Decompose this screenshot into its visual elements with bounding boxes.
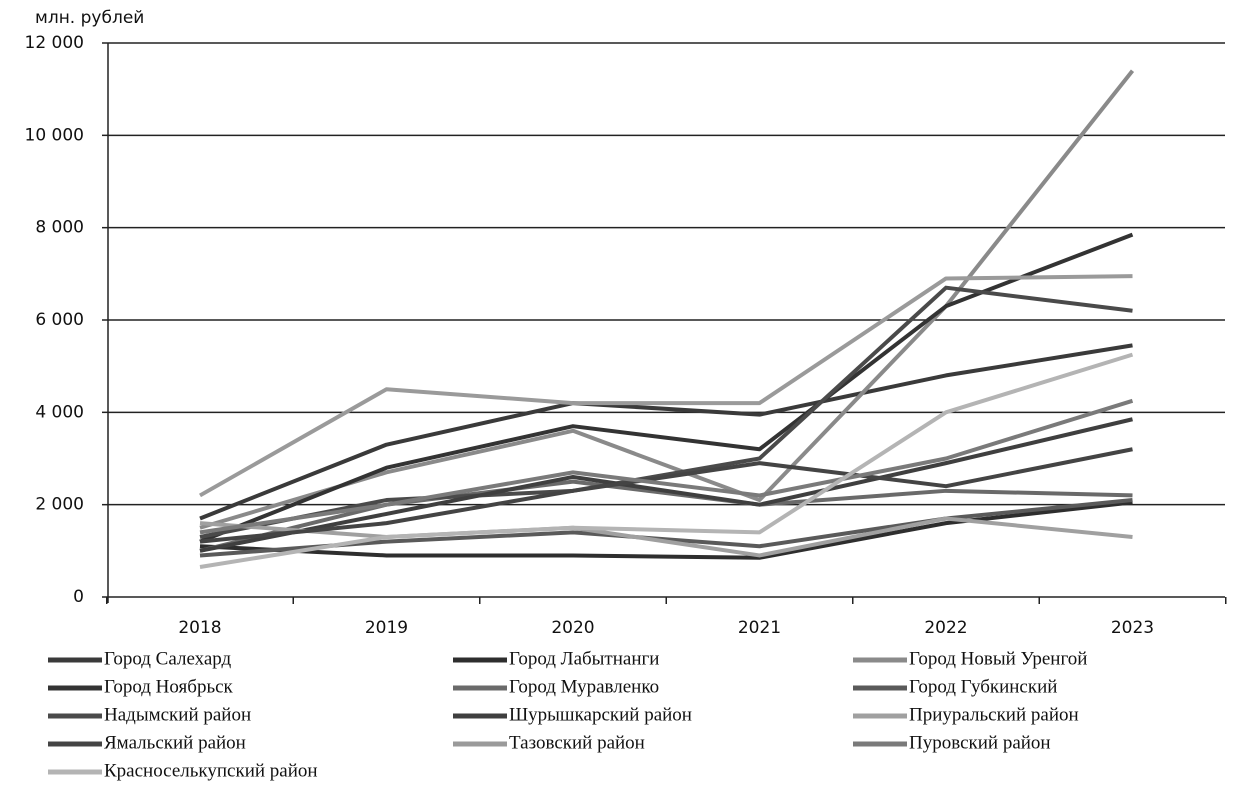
x-tick-label: 2022 xyxy=(924,618,967,638)
x-tick-label: 2020 xyxy=(551,618,594,638)
y-tick-label: 0 xyxy=(73,587,84,607)
series-line xyxy=(199,232,1134,544)
series-line xyxy=(199,398,1134,535)
legend-label: Город Муравленко xyxy=(509,676,659,697)
legend-label: Надымский район xyxy=(104,704,251,725)
series-line xyxy=(199,352,1134,569)
series-line xyxy=(199,274,1133,498)
legend-label: Город Новый Уренгой xyxy=(909,648,1087,669)
x-tick-label: 2023 xyxy=(1111,618,1154,638)
y-tick-label: 10 000 xyxy=(25,125,84,145)
series-line xyxy=(199,479,1133,553)
legend-label: Ямальский район xyxy=(104,732,246,753)
y-tick-label: 2 000 xyxy=(35,495,84,515)
legend-label: Шурышкарский район xyxy=(509,704,692,725)
legend-label: Пуровский район xyxy=(909,732,1051,753)
y-tick-label: 6 000 xyxy=(35,310,84,330)
series-line xyxy=(199,516,1133,558)
legend-label: Город Губкинский xyxy=(909,676,1057,697)
series-line xyxy=(199,69,1135,530)
legend-label: Приуральский район xyxy=(909,704,1079,725)
series-line xyxy=(199,447,1133,544)
x-tick-label: 2019 xyxy=(365,618,408,638)
series-line xyxy=(199,285,1133,539)
legend-label: Тазовский район xyxy=(509,732,645,753)
x-tick-label: 2018 xyxy=(178,618,221,638)
legend-label: Город Салехард xyxy=(104,648,232,669)
y-tick-label: 4 000 xyxy=(35,402,84,422)
series-line xyxy=(199,343,1133,521)
x-tick-label: 2021 xyxy=(738,618,781,638)
legend-label: Город Лабытнанги xyxy=(509,648,659,669)
y-tick-label: 12 000 xyxy=(25,33,84,53)
y-tick-label: 8 000 xyxy=(35,218,84,238)
legend-label: Красноселькупский район xyxy=(104,760,318,781)
series-line xyxy=(199,417,1133,553)
legend-label: Город Ноябрьск xyxy=(104,676,234,697)
y-axis-title: млн. рублей xyxy=(35,8,144,28)
